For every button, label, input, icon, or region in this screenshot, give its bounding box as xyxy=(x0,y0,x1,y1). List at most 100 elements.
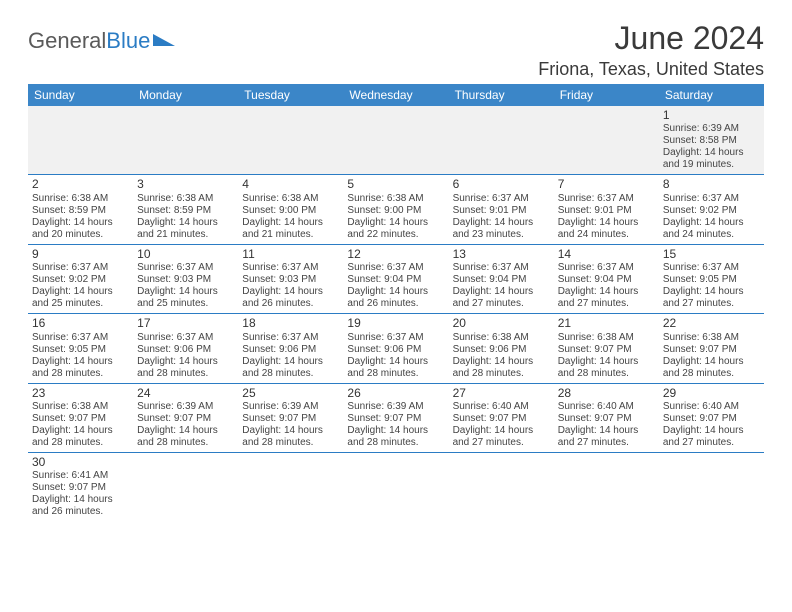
daylight-text: Daylight: 14 hours xyxy=(347,217,444,229)
day-number: 13 xyxy=(453,247,550,261)
sunrise-text: Sunrise: 6:39 AM xyxy=(663,123,760,135)
day-number: 30 xyxy=(32,455,129,469)
daylight-text: and 24 minutes. xyxy=(558,229,655,241)
sunset-text: Sunset: 9:07 PM xyxy=(347,413,444,425)
sunrise-text: Sunrise: 6:37 AM xyxy=(558,262,655,274)
sunset-text: Sunset: 9:07 PM xyxy=(32,413,129,425)
calendar-cell xyxy=(554,106,659,175)
daylight-text: Daylight: 14 hours xyxy=(32,286,129,298)
sunrise-text: Sunrise: 6:38 AM xyxy=(558,332,655,344)
calendar-cell: 22Sunrise: 6:38 AMSunset: 9:07 PMDayligh… xyxy=(659,314,764,383)
daylight-text: Daylight: 14 hours xyxy=(137,286,234,298)
sunrise-text: Sunrise: 6:39 AM xyxy=(137,401,234,413)
daylight-text: and 28 minutes. xyxy=(137,368,234,380)
calendar-week-row: 1Sunrise: 6:39 AMSunset: 8:58 PMDaylight… xyxy=(28,106,764,175)
daylight-text: Daylight: 14 hours xyxy=(242,217,339,229)
daylight-text: Daylight: 14 hours xyxy=(453,425,550,437)
calendar-cell: 17Sunrise: 6:37 AMSunset: 9:06 PMDayligh… xyxy=(133,314,238,383)
sunset-text: Sunset: 9:04 PM xyxy=(347,274,444,286)
calendar-cell xyxy=(28,106,133,175)
day-number: 8 xyxy=(663,177,760,191)
sunrise-text: Sunrise: 6:37 AM xyxy=(558,193,655,205)
daylight-text: and 28 minutes. xyxy=(347,437,444,449)
weekday-header: Monday xyxy=(133,84,238,106)
daylight-text: Daylight: 14 hours xyxy=(663,147,760,159)
day-number: 22 xyxy=(663,316,760,330)
sunrise-text: Sunrise: 6:38 AM xyxy=(453,332,550,344)
day-number: 21 xyxy=(558,316,655,330)
sunset-text: Sunset: 9:06 PM xyxy=(453,344,550,356)
day-number: 14 xyxy=(558,247,655,261)
daylight-text: and 25 minutes. xyxy=(32,298,129,310)
daylight-text: and 28 minutes. xyxy=(137,437,234,449)
daylight-text: Daylight: 14 hours xyxy=(242,425,339,437)
daylight-text: Daylight: 14 hours xyxy=(32,425,129,437)
day-number: 23 xyxy=(32,386,129,400)
day-number: 4 xyxy=(242,177,339,191)
daylight-text: Daylight: 14 hours xyxy=(663,356,760,368)
daylight-text: and 27 minutes. xyxy=(453,437,550,449)
day-number: 24 xyxy=(137,386,234,400)
daylight-text: Daylight: 14 hours xyxy=(453,286,550,298)
calendar-cell: 23Sunrise: 6:38 AMSunset: 9:07 PMDayligh… xyxy=(28,383,133,452)
daylight-text: Daylight: 14 hours xyxy=(663,286,760,298)
daylight-text: Daylight: 14 hours xyxy=(347,425,444,437)
daylight-text: and 22 minutes. xyxy=(347,229,444,241)
sunrise-text: Sunrise: 6:38 AM xyxy=(32,193,129,205)
daylight-text: and 28 minutes. xyxy=(32,437,129,449)
brand-text-2: Blue xyxy=(106,28,150,54)
sunset-text: Sunset: 9:02 PM xyxy=(663,205,760,217)
sunrise-text: Sunrise: 6:37 AM xyxy=(453,262,550,274)
daylight-text: and 28 minutes. xyxy=(347,368,444,380)
calendar-cell: 27Sunrise: 6:40 AMSunset: 9:07 PMDayligh… xyxy=(449,383,554,452)
day-number: 11 xyxy=(242,247,339,261)
calendar-cell: 30Sunrise: 6:41 AMSunset: 9:07 PMDayligh… xyxy=(28,452,133,521)
calendar-cell xyxy=(343,452,448,521)
weekday-row: Sunday Monday Tuesday Wednesday Thursday… xyxy=(28,84,764,106)
calendar-cell: 19Sunrise: 6:37 AMSunset: 9:06 PMDayligh… xyxy=(343,314,448,383)
calendar-week-row: 9Sunrise: 6:37 AMSunset: 9:02 PMDaylight… xyxy=(28,244,764,313)
calendar-cell: 29Sunrise: 6:40 AMSunset: 9:07 PMDayligh… xyxy=(659,383,764,452)
day-number: 29 xyxy=(663,386,760,400)
daylight-text: and 19 minutes. xyxy=(663,159,760,171)
calendar-cell: 20Sunrise: 6:38 AMSunset: 9:06 PMDayligh… xyxy=(449,314,554,383)
location-text: Friona, Texas, United States xyxy=(538,59,764,80)
sunset-text: Sunset: 9:04 PM xyxy=(453,274,550,286)
sunset-text: Sunset: 9:07 PM xyxy=(242,413,339,425)
calendar-cell xyxy=(659,452,764,521)
calendar-week-row: 16Sunrise: 6:37 AMSunset: 9:05 PMDayligh… xyxy=(28,314,764,383)
calendar-cell xyxy=(554,452,659,521)
day-number: 10 xyxy=(137,247,234,261)
day-number: 12 xyxy=(347,247,444,261)
sunset-text: Sunset: 9:07 PM xyxy=(137,413,234,425)
day-number: 18 xyxy=(242,316,339,330)
daylight-text: Daylight: 14 hours xyxy=(558,356,655,368)
sunset-text: Sunset: 9:00 PM xyxy=(347,205,444,217)
calendar-cell: 28Sunrise: 6:40 AMSunset: 9:07 PMDayligh… xyxy=(554,383,659,452)
sunset-text: Sunset: 9:00 PM xyxy=(242,205,339,217)
sunset-text: Sunset: 9:06 PM xyxy=(347,344,444,356)
daylight-text: and 20 minutes. xyxy=(32,229,129,241)
sunrise-text: Sunrise: 6:37 AM xyxy=(663,193,760,205)
calendar-cell: 6Sunrise: 6:37 AMSunset: 9:01 PMDaylight… xyxy=(449,175,554,244)
sunset-text: Sunset: 9:07 PM xyxy=(558,413,655,425)
day-number: 3 xyxy=(137,177,234,191)
daylight-text: and 28 minutes. xyxy=(242,368,339,380)
daylight-text: and 21 minutes. xyxy=(137,229,234,241)
daylight-text: and 27 minutes. xyxy=(663,437,760,449)
day-number: 20 xyxy=(453,316,550,330)
calendar-cell: 26Sunrise: 6:39 AMSunset: 9:07 PMDayligh… xyxy=(343,383,448,452)
daylight-text: and 26 minutes. xyxy=(347,298,444,310)
sunset-text: Sunset: 9:05 PM xyxy=(32,344,129,356)
sunset-text: Sunset: 8:58 PM xyxy=(663,135,760,147)
calendar-cell: 5Sunrise: 6:38 AMSunset: 9:00 PMDaylight… xyxy=(343,175,448,244)
calendar-week-row: 2Sunrise: 6:38 AMSunset: 8:59 PMDaylight… xyxy=(28,175,764,244)
sunrise-text: Sunrise: 6:38 AM xyxy=(663,332,760,344)
sunset-text: Sunset: 9:02 PM xyxy=(32,274,129,286)
daylight-text: Daylight: 14 hours xyxy=(242,356,339,368)
day-number: 6 xyxy=(453,177,550,191)
calendar-cell xyxy=(343,106,448,175)
daylight-text: and 27 minutes. xyxy=(453,298,550,310)
calendar-cell: 16Sunrise: 6:37 AMSunset: 9:05 PMDayligh… xyxy=(28,314,133,383)
calendar-cell xyxy=(449,452,554,521)
